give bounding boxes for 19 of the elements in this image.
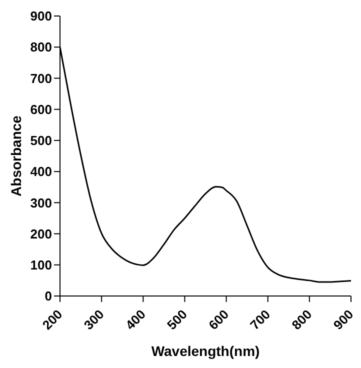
x-tick-label: 900 — [330, 306, 356, 333]
y-tick-label: 300 — [30, 195, 52, 210]
y-tick-label: 0 — [44, 288, 52, 304]
y-tick-label: 500 — [30, 133, 52, 148]
x-tick-label: 700 — [247, 306, 274, 333]
x-tick-label: 800 — [288, 306, 315, 333]
x-tick-label: 300 — [80, 306, 107, 333]
y-tick-label: 900 — [30, 8, 52, 24]
y-tick-label: 700 — [30, 70, 52, 86]
y-axis-title: Absorbance — [8, 115, 24, 196]
x-tick-label: 600 — [206, 306, 232, 333]
y-tick-label: 100 — [30, 258, 52, 273]
y-tick-label: 400 — [30, 164, 52, 180]
x-tick-label: 500 — [164, 306, 190, 333]
x-tick-label: 400 — [122, 306, 148, 333]
x-axis-title: Wavelength(nm) — [151, 343, 260, 359]
y-tick-label: 800 — [30, 40, 52, 55]
y-tick-label: 200 — [30, 226, 52, 242]
y-tick-label: 600 — [30, 102, 52, 117]
